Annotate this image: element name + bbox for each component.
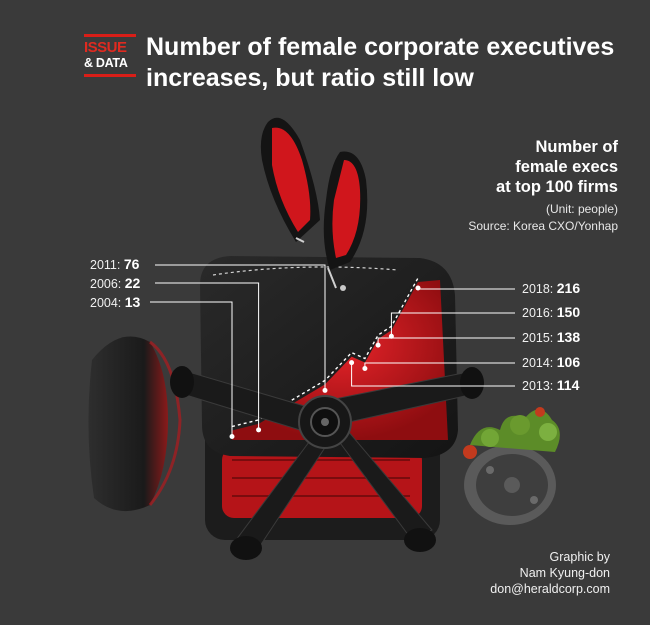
label-2014-year: 2014: <box>522 356 554 370</box>
data-point-2011 <box>322 387 328 393</box>
label-2016-year: 2016: <box>522 306 554 320</box>
label-2018-year: 2018: <box>522 282 554 296</box>
leader-line-2011 <box>155 264 326 391</box>
label-2016-value: 150 <box>556 304 581 320</box>
chart-title: Number of female execs at top 100 firms <box>398 137 618 197</box>
headline-line-1: Number of female corporate executives <box>146 33 615 61</box>
credit-line-2: Nam Kyung-don <box>519 566 610 580</box>
credit-line-3: don@heraldcorp.com <box>490 582 610 596</box>
label-2004: 2004: 13 <box>90 295 140 311</box>
chart-title-line-1: Number of <box>535 138 619 156</box>
logo-bottom-rule <box>84 74 136 77</box>
label-2015-year: 2015: <box>522 331 554 345</box>
credit-line-1: Graphic by <box>549 550 610 564</box>
potted-plant <box>463 407 560 525</box>
red-heels <box>260 117 368 291</box>
data-point-2014 <box>362 366 368 371</box>
data-point-2004 <box>229 434 235 439</box>
leader-line-2013 <box>351 362 515 387</box>
logo-issue-text: ISSUE <box>84 39 127 56</box>
label-2015-value: 138 <box>556 329 581 345</box>
label-2014: 2014: 106 <box>522 355 580 371</box>
leader-line-2006 <box>155 282 260 430</box>
label-2013-value: 114 <box>556 377 580 393</box>
seat-stitch-line <box>231 277 419 428</box>
headline-line-2: increases, but ratio still low <box>146 64 474 92</box>
leader-line-2016 <box>390 312 515 337</box>
leader-lines <box>150 264 515 439</box>
source-note: Source: Korea CXO/Yonhap <box>468 219 618 233</box>
label-2018: 2018: 216 <box>522 281 580 297</box>
label-2015: 2015: 138 <box>522 330 580 346</box>
label-2013-year: 2013: <box>522 379 554 393</box>
label-2006: 2006: 22 <box>90 276 140 292</box>
label-2006-value: 22 <box>124 275 141 291</box>
left-armrest <box>88 336 182 512</box>
label-2013: 2013: 114 <box>522 378 579 394</box>
label-2004-year: 2004: <box>90 296 122 310</box>
label-2016: 2016: 150 <box>522 305 580 321</box>
data-point-2016 <box>388 333 394 339</box>
logo-top-rule <box>84 34 136 37</box>
chart-title-line-3: at top 100 firms <box>496 178 618 196</box>
headline: Number of female corporate executives in… <box>146 32 616 94</box>
label-2006-year: 2006: <box>90 277 122 291</box>
credit: Graphic by Nam Kyung-don don@heraldcorp.… <box>390 549 610 597</box>
label-2018-value: 216 <box>556 280 581 296</box>
star-base <box>170 366 484 560</box>
chart-title-line-2: female execs <box>515 158 618 176</box>
issue-data-logo: ISSUE & DATA <box>84 34 136 77</box>
unit-note: (Unit: people) <box>545 202 618 216</box>
label-2004-value: 13 <box>124 294 141 310</box>
logo-data-text: & DATA <box>84 56 128 70</box>
data-point-2015 <box>375 342 381 348</box>
leader-line-2004 <box>150 301 233 437</box>
data-point-2013 <box>349 360 355 366</box>
label-2011-year: 2011: <box>90 258 121 272</box>
label-2011: 2011: 76 <box>90 257 139 273</box>
label-2011-value: 76 <box>123 256 140 272</box>
label-2014-value: 106 <box>556 354 581 370</box>
data-point-2006 <box>256 427 262 433</box>
data-point-2018 <box>415 285 421 291</box>
